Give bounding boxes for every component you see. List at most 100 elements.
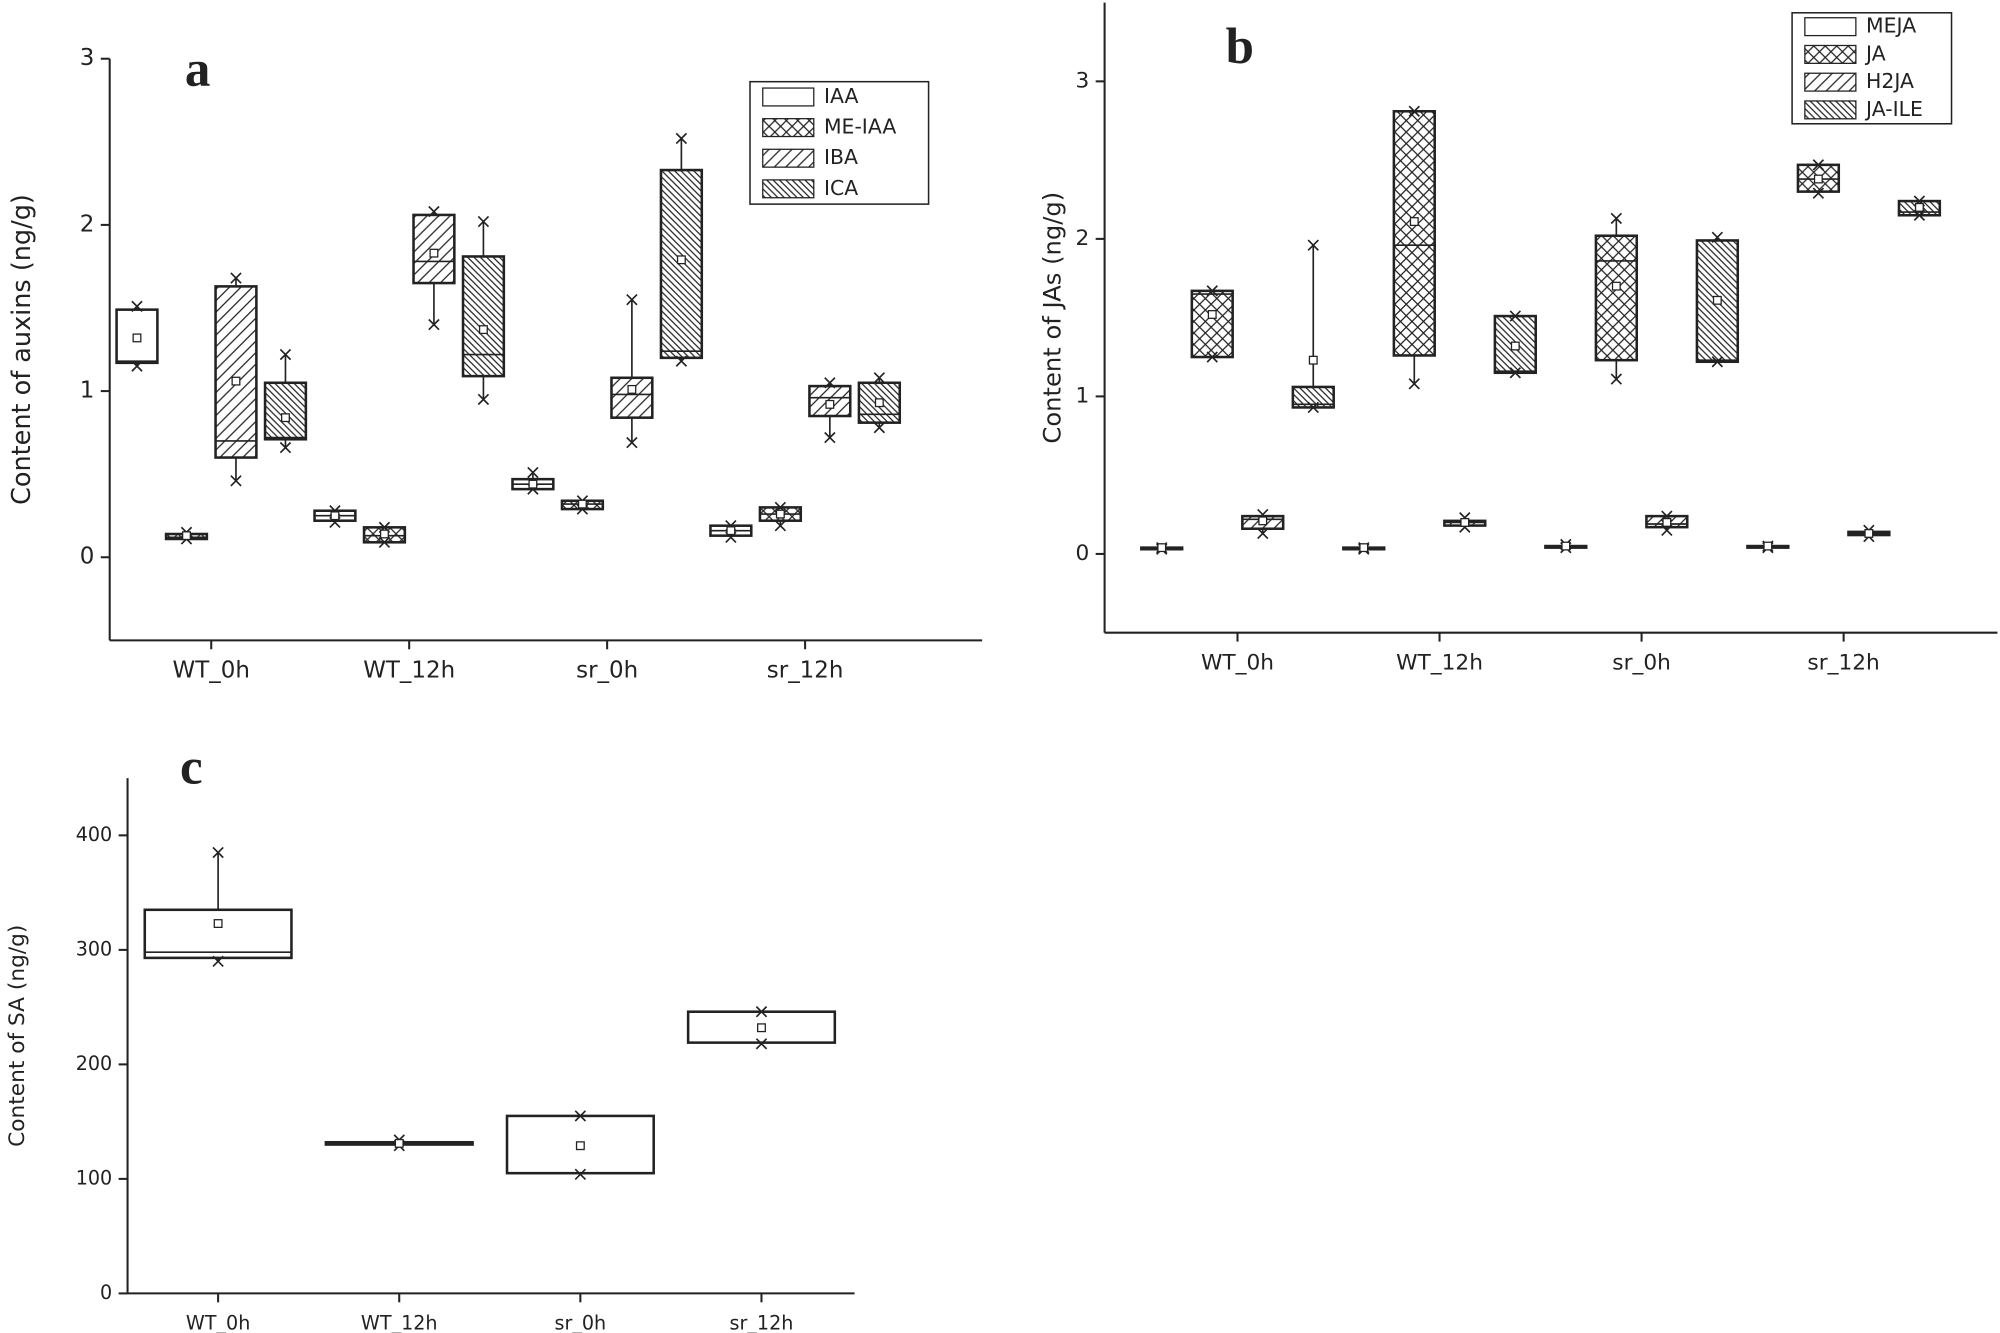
- extreme-marker: [824, 377, 836, 389]
- legend-swatch: [1804, 44, 1857, 64]
- y-tick-label: 0: [100, 1281, 112, 1304]
- extreme-marker: [755, 1006, 768, 1018]
- box: [143, 908, 293, 960]
- extreme-marker: [675, 355, 688, 367]
- mean-marker: [1561, 541, 1571, 551]
- mean-marker: [429, 248, 439, 258]
- extreme-marker: [428, 318, 440, 331]
- x-tick-label: sr_0h: [555, 1312, 607, 1333]
- panel-label: c: [180, 739, 203, 795]
- legend-swatch: [762, 87, 815, 107]
- box: [214, 285, 258, 459]
- mean-marker: [1763, 541, 1773, 551]
- x-tick-label: WT_12h: [361, 1312, 438, 1333]
- mean-marker: [1460, 517, 1470, 527]
- legend-swatch: [762, 179, 815, 199]
- extreme-marker: [230, 475, 242, 487]
- chart: 0 1 2 3 WT_0h WT_12h sr_0h sr_12h Content of aux…: [7, 42, 983, 683]
- y-axis-title: Content of JAs (ng/g): [1039, 192, 1067, 444]
- mean-marker: [1409, 217, 1419, 227]
- y-tick-label: 2: [80, 211, 95, 237]
- extreme-marker: [1509, 367, 1521, 379]
- mean-marker: [575, 1141, 585, 1151]
- mean-marker: [330, 511, 340, 521]
- mean-marker: [132, 333, 142, 343]
- y-tick-label: 3: [80, 45, 95, 71]
- extreme-marker: [873, 421, 886, 434]
- chart: 0 100 200 300 400 WT_0h WT_12h sr_0h sr_12h Conte…: [5, 739, 855, 1333]
- y-tick-label: 3: [1075, 68, 1089, 93]
- mean-marker: [1258, 516, 1268, 526]
- legend-label: JA: [1864, 41, 1886, 65]
- box: [1594, 234, 1639, 362]
- y-axis-title: Content of SA (ng/g): [5, 925, 30, 1147]
- mean-marker: [1712, 295, 1722, 305]
- extreme-marker: [131, 300, 143, 313]
- legend-swatch: [1804, 17, 1857, 37]
- legend-label: ICA: [824, 176, 858, 200]
- legend-swatch: [762, 118, 815, 138]
- chart: 0 1 2 3 WT_0h WT_12h sr_0h sr_12h Content of JAs…: [1039, 2, 1998, 675]
- extreme-marker: [212, 955, 224, 968]
- extreme-marker: [1661, 524, 1673, 536]
- box: [263, 381, 308, 441]
- extreme-marker: [1206, 351, 1218, 363]
- y-tick-label: 2: [1075, 226, 1089, 251]
- x-tick-label: sr_12h: [730, 1312, 794, 1333]
- x-tick-label: sr_0h: [576, 657, 638, 683]
- extreme-marker: [1408, 378, 1420, 390]
- extreme-marker: [1408, 105, 1420, 117]
- box: [1190, 289, 1234, 359]
- mean-marker: [627, 384, 637, 394]
- y-tick-label: 0: [80, 544, 95, 570]
- box: [461, 255, 506, 378]
- mean-marker: [577, 499, 587, 509]
- extreme-marker: [527, 466, 539, 479]
- extreme-marker: [212, 846, 224, 859]
- extreme-marker: [1257, 527, 1269, 540]
- extreme-marker: [279, 348, 292, 361]
- mean-marker: [394, 1138, 404, 1148]
- mean-marker: [1914, 202, 1924, 212]
- mean-marker: [231, 376, 241, 386]
- extreme-marker: [230, 272, 242, 284]
- mean-marker: [1864, 528, 1874, 538]
- legend-swatch: [1804, 72, 1857, 92]
- legend-label: MEJA: [1866, 14, 1916, 38]
- x-tick-label: sr_12h: [767, 657, 844, 683]
- mean-marker: [182, 531, 191, 541]
- mean-marker: [825, 399, 835, 409]
- mean-marker: [676, 255, 686, 265]
- extreme-marker: [574, 1110, 587, 1122]
- y-tick-label: 100: [76, 1166, 113, 1189]
- extreme-marker: [675, 132, 688, 145]
- extreme-marker: [774, 519, 787, 532]
- extreme-marker: [1812, 187, 1825, 199]
- mean-marker: [280, 413, 290, 423]
- y-tick-label: 0: [1075, 541, 1089, 566]
- extreme-marker: [626, 436, 638, 449]
- y-tick-label: 200: [76, 1052, 113, 1075]
- x-tick-label: WT_0h: [1201, 650, 1274, 675]
- extreme-marker: [1509, 310, 1521, 322]
- extreme-marker: [477, 215, 490, 228]
- x-tick-label: WT_0h: [173, 657, 250, 683]
- extreme-marker: [1913, 209, 1926, 221]
- legend-label: ME-IAA: [824, 115, 896, 139]
- extreme-marker: [279, 441, 292, 454]
- legend-label: IAA: [824, 84, 859, 108]
- mean-marker: [528, 479, 538, 489]
- mean-marker: [1813, 174, 1823, 184]
- extreme-marker: [477, 393, 490, 406]
- mean-marker: [1611, 281, 1621, 291]
- mean-marker: [1308, 355, 1318, 365]
- mean-marker: [726, 526, 736, 536]
- extreme-marker: [1711, 231, 1724, 243]
- legend-label: JA-ILE: [1864, 97, 1923, 121]
- extreme-marker: [131, 360, 143, 372]
- extreme-marker: [1610, 212, 1623, 225]
- extreme-marker: [873, 372, 886, 384]
- mean-marker: [757, 1023, 766, 1033]
- extreme-marker: [1610, 373, 1623, 385]
